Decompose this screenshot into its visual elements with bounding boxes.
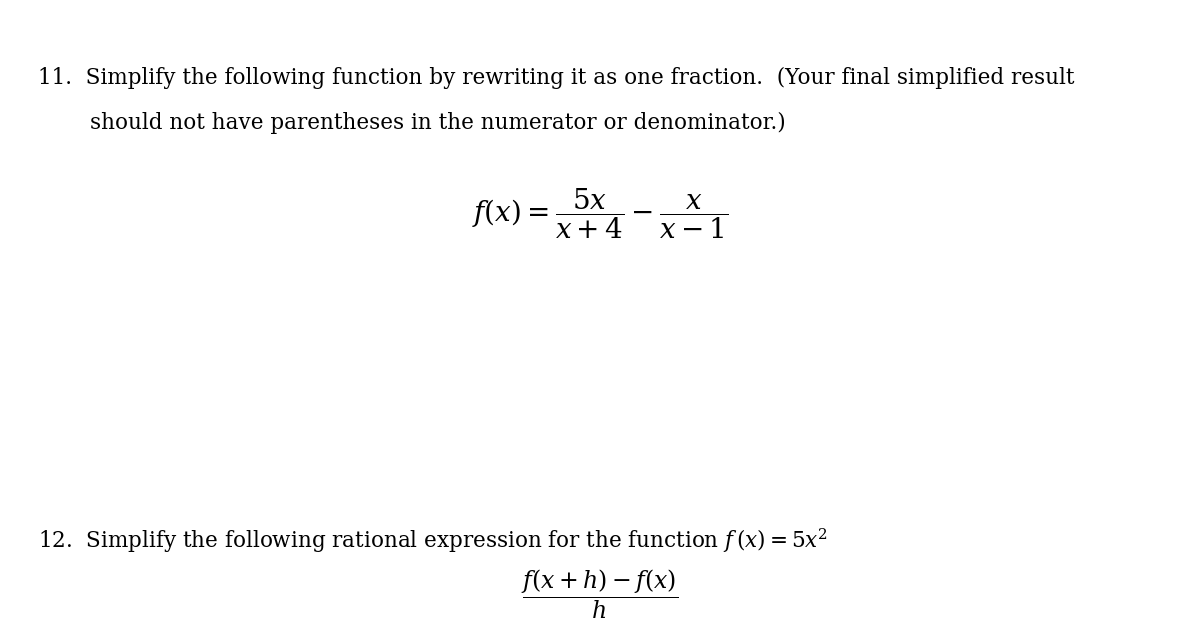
- Text: should not have parentheses in the numerator or denominator.): should not have parentheses in the numer…: [90, 112, 786, 134]
- Text: 12.  Simplify the following rational expression for the function $f\,(x) = 5x^2$: 12. Simplify the following rational expr…: [38, 526, 828, 555]
- Text: $\dfrac{f(x+h)-f(x)}{h}$: $\dfrac{f(x+h)-f(x)}{h}$: [522, 568, 678, 621]
- Text: 11.  Simplify the following function by rewriting it as one fraction.  (Your fin: 11. Simplify the following function by r…: [38, 67, 1075, 89]
- Text: $f(x) = \dfrac{5x}{x+4} - \dfrac{x}{x-1}$: $f(x) = \dfrac{5x}{x+4} - \dfrac{x}{x-1}…: [472, 186, 728, 241]
